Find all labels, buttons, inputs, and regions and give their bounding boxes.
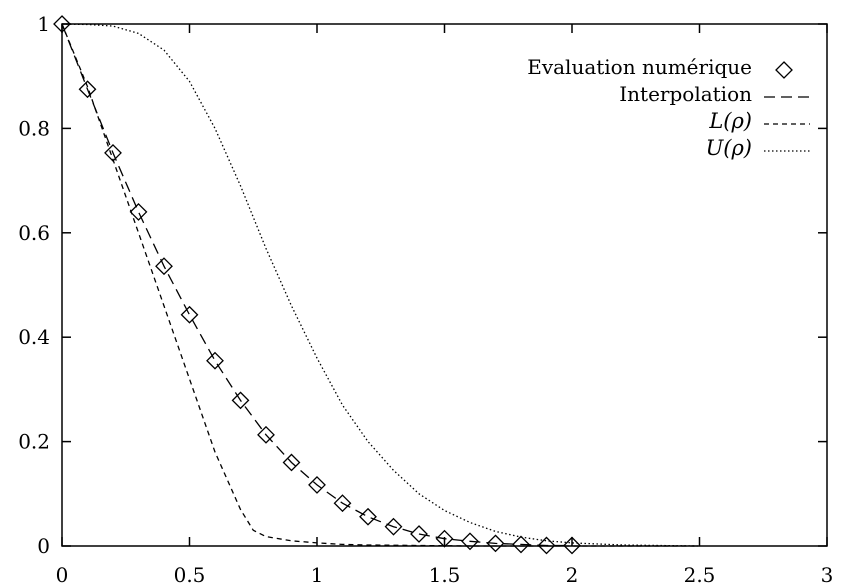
data-point-marker xyxy=(308,476,326,494)
legend-label-interpolation: Interpolation xyxy=(619,82,752,106)
series-line-interpolation xyxy=(61,23,572,547)
legend-label-urho: U(ρ) xyxy=(706,136,752,160)
x-tick-label: 0 xyxy=(56,563,69,587)
y-tick-label: 0.2 xyxy=(18,430,50,454)
series-evaluation-numerique xyxy=(53,15,581,555)
legend: Evaluation numérique Interpolation L(ρ) … xyxy=(527,55,810,160)
tick-labels: 0 0.5 1 1.5 2 2.5 3 0 0.2 0.4 0.6 0.8 1 xyxy=(18,12,833,587)
data-point-marker xyxy=(155,257,173,276)
data-point-marker xyxy=(461,532,479,551)
data-point-marker xyxy=(410,525,428,543)
data-point-marker xyxy=(206,351,224,370)
series-line-l xyxy=(61,23,700,547)
data-point-marker xyxy=(333,494,352,513)
data-point-marker xyxy=(180,305,199,324)
x-tick-label: 1.5 xyxy=(429,563,461,587)
series-layer xyxy=(53,15,700,555)
legend-sample-marker xyxy=(775,61,793,79)
data-point-marker xyxy=(129,203,148,221)
data-point-marker xyxy=(359,507,377,526)
y-tick-label: 0.8 xyxy=(18,116,50,140)
legend-label-evaluation: Evaluation numérique xyxy=(527,55,752,79)
x-tick-label: 3 xyxy=(821,563,834,587)
data-point-marker xyxy=(257,425,275,444)
y-tick-label: 0.4 xyxy=(18,325,50,349)
x-tick-label: 1 xyxy=(311,563,324,587)
data-point-marker xyxy=(486,534,505,553)
data-point-marker xyxy=(282,453,301,472)
y-tick-label: 0 xyxy=(37,534,50,558)
y-tick-label: 1 xyxy=(37,12,50,36)
data-point-marker xyxy=(231,391,250,410)
x-tick-label: 2 xyxy=(566,563,579,587)
series-line-u xyxy=(61,23,700,547)
x-tick-label: 0.5 xyxy=(174,563,206,587)
legend-label-lrho: L(ρ) xyxy=(708,109,752,133)
data-point-marker xyxy=(435,529,454,548)
data-point-marker xyxy=(537,536,556,555)
tick-marks xyxy=(61,23,828,547)
data-point-marker xyxy=(512,535,530,554)
x-tick-label: 2.5 xyxy=(684,563,716,587)
data-point-marker xyxy=(78,80,97,99)
data-point-marker xyxy=(53,15,71,33)
y-tick-label: 0.6 xyxy=(18,221,50,245)
